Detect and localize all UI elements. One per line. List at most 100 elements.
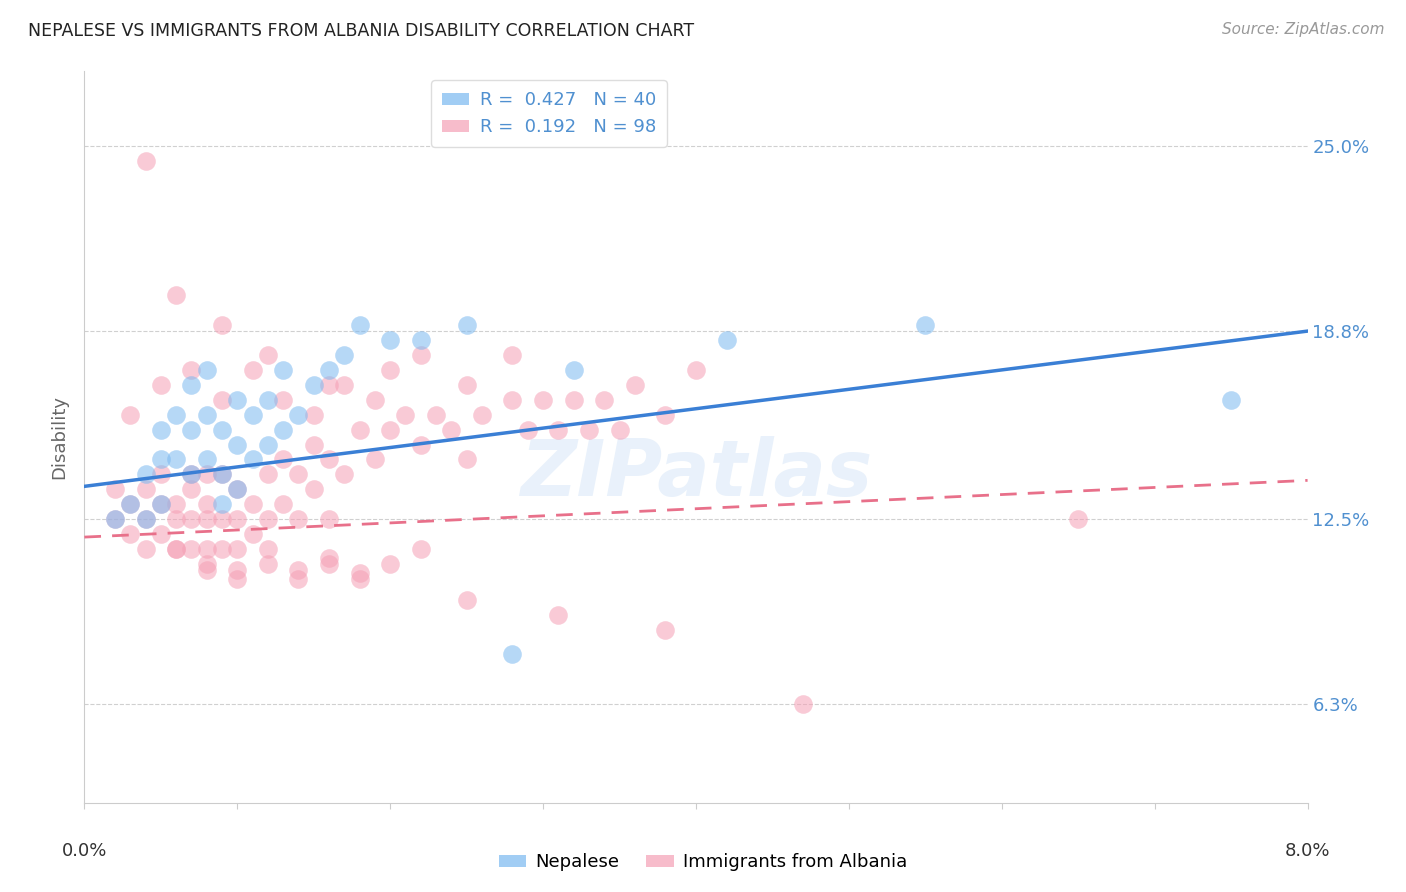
Point bbox=[333, 377, 356, 392]
Point bbox=[165, 452, 187, 467]
Point bbox=[333, 348, 356, 362]
Legend: R =  0.427   N = 40, R =  0.192   N = 98: R = 0.427 N = 40, R = 0.192 N = 98 bbox=[432, 80, 666, 147]
Point bbox=[165, 408, 187, 422]
Point bbox=[257, 542, 280, 557]
Point bbox=[425, 408, 447, 422]
Text: NEPALESE VS IMMIGRANTS FROM ALBANIA DISABILITY CORRELATION CHART: NEPALESE VS IMMIGRANTS FROM ALBANIA DISA… bbox=[28, 22, 695, 40]
Point bbox=[318, 452, 340, 467]
Point bbox=[211, 392, 233, 407]
Point bbox=[120, 497, 142, 511]
Point bbox=[149, 467, 172, 482]
Point bbox=[716, 333, 738, 347]
Point bbox=[226, 572, 249, 586]
Point bbox=[271, 423, 294, 437]
Point bbox=[271, 363, 294, 377]
Point bbox=[302, 408, 325, 422]
Point bbox=[226, 512, 249, 526]
Point bbox=[609, 423, 631, 437]
Point bbox=[471, 408, 494, 422]
Point bbox=[593, 392, 616, 407]
Point bbox=[257, 392, 280, 407]
Point bbox=[531, 392, 554, 407]
Point bbox=[242, 408, 264, 422]
Point bbox=[257, 348, 280, 362]
Point bbox=[135, 512, 157, 526]
Point bbox=[380, 423, 402, 437]
Point bbox=[333, 467, 356, 482]
Point bbox=[211, 467, 233, 482]
Point bbox=[242, 363, 264, 377]
Point bbox=[364, 452, 387, 467]
Point bbox=[318, 377, 340, 392]
Point bbox=[149, 452, 172, 467]
Point bbox=[165, 542, 187, 557]
Point bbox=[211, 423, 233, 437]
Point bbox=[1220, 392, 1243, 407]
Text: ZIPatlas: ZIPatlas bbox=[520, 435, 872, 512]
Point bbox=[135, 467, 157, 482]
Point bbox=[302, 377, 325, 392]
Point bbox=[180, 483, 202, 497]
Point bbox=[409, 542, 432, 557]
Point bbox=[440, 423, 463, 437]
Point bbox=[578, 423, 600, 437]
Point bbox=[654, 408, 676, 422]
Point bbox=[318, 363, 340, 377]
Point bbox=[226, 483, 249, 497]
Point bbox=[165, 512, 187, 526]
Point bbox=[211, 467, 233, 482]
Point bbox=[516, 423, 538, 437]
Point bbox=[120, 527, 142, 541]
Point bbox=[287, 512, 309, 526]
Point bbox=[120, 408, 142, 422]
Point bbox=[149, 377, 172, 392]
Point bbox=[624, 377, 647, 392]
Point bbox=[135, 512, 157, 526]
Text: 8.0%: 8.0% bbox=[1285, 842, 1330, 860]
Point bbox=[135, 153, 157, 168]
Point bbox=[502, 647, 524, 661]
Point bbox=[195, 542, 218, 557]
Point bbox=[211, 512, 233, 526]
Point bbox=[180, 512, 202, 526]
Point bbox=[165, 542, 187, 557]
Point bbox=[257, 437, 280, 451]
Point bbox=[409, 348, 432, 362]
Point bbox=[242, 497, 264, 511]
Point bbox=[409, 437, 432, 451]
Y-axis label: Disability: Disability bbox=[51, 395, 69, 479]
Point bbox=[257, 467, 280, 482]
Point bbox=[792, 698, 814, 712]
Point bbox=[456, 592, 478, 607]
Point bbox=[547, 607, 569, 622]
Point bbox=[394, 408, 416, 422]
Point bbox=[226, 563, 249, 577]
Point bbox=[149, 527, 172, 541]
Point bbox=[562, 363, 585, 377]
Point bbox=[349, 318, 371, 332]
Point bbox=[502, 392, 524, 407]
Point bbox=[302, 437, 325, 451]
Point bbox=[257, 557, 280, 571]
Point bbox=[547, 423, 569, 437]
Point bbox=[180, 423, 202, 437]
Point bbox=[287, 563, 309, 577]
Point bbox=[180, 467, 202, 482]
Point bbox=[318, 512, 340, 526]
Point bbox=[195, 467, 218, 482]
Point bbox=[180, 377, 202, 392]
Point bbox=[226, 542, 249, 557]
Point bbox=[211, 318, 233, 332]
Point bbox=[211, 497, 233, 511]
Point bbox=[195, 497, 218, 511]
Point bbox=[104, 512, 127, 526]
Point bbox=[287, 467, 309, 482]
Point bbox=[562, 392, 585, 407]
Point bbox=[180, 542, 202, 557]
Point bbox=[349, 423, 371, 437]
Point bbox=[226, 483, 249, 497]
Point bbox=[409, 333, 432, 347]
Point bbox=[502, 348, 524, 362]
Point bbox=[685, 363, 707, 377]
Point bbox=[165, 288, 187, 302]
